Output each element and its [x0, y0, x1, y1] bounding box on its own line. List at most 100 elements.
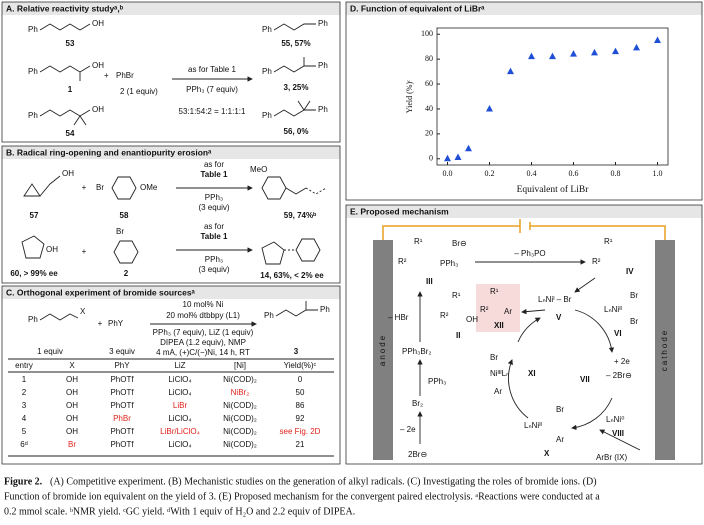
mechanism-label: Br₂: [412, 399, 423, 408]
label: Ph: [264, 311, 274, 320]
table-cell: PhOTf: [110, 427, 134, 436]
table-cell: 86: [296, 401, 305, 410]
y-tick-label: 20: [425, 129, 433, 138]
mechanism-label: XII: [494, 321, 504, 330]
label: 58: [120, 211, 129, 220]
label: OH: [92, 105, 104, 114]
table-cell: PhBr: [113, 414, 131, 423]
table-cell: 50: [296, 388, 305, 397]
structures-b-polygon: [23, 183, 41, 197]
mechanism-label: Ar: [494, 387, 502, 396]
panel-title: A. Relative reactivity studyᵃ,ᵇ: [6, 3, 124, 13]
mechanism-shapes-path: [517, 317, 541, 343]
mechanism-label: 2Br⊖: [408, 450, 427, 459]
panel-title: E. Proposed mechanism: [350, 206, 449, 216]
structures-c-polyline: [275, 309, 318, 317]
structures-b-polygon: [113, 240, 139, 264]
mechanism-label: R²: [440, 311, 449, 320]
table-cell: PhOTf: [110, 401, 134, 410]
table-cell: LiBr/LiClO₄: [160, 427, 200, 436]
caption-label: Figure 2.: [4, 476, 43, 487]
point: [549, 52, 556, 60]
mechanism-label: LₙNiᴵᴵ: [524, 421, 542, 430]
label: as for: [204, 160, 224, 169]
label: Ph: [28, 25, 38, 34]
table-cell: Ni(COD)₂: [223, 427, 257, 436]
structures-a-polyline: [273, 65, 316, 73]
structures-a-polyline: [273, 23, 316, 31]
structures-a-polyline: [273, 109, 316, 117]
mechanism-shapes-polyline: [382, 225, 520, 240]
mechanism-label: anode: [378, 334, 387, 366]
label: 54: [66, 129, 75, 138]
label: 55, 57%: [281, 39, 310, 48]
mechanism-label: IV: [626, 267, 634, 276]
mechanism-shapes-path: [507, 359, 529, 419]
table-cell: Ni(COD)₂: [223, 375, 257, 384]
mechanism-label: Br⊖: [452, 239, 467, 248]
table-cell: OH: [66, 427, 78, 436]
mechanism-label: – 2e: [400, 425, 416, 434]
label: (3 equiv): [198, 265, 229, 274]
mechanism-label: VI: [614, 329, 622, 338]
mechanism-label: V: [556, 313, 562, 322]
mechanism-label: – HBr: [388, 313, 409, 322]
panel-frames-rect: [345, 1, 703, 201]
label: OH: [92, 61, 104, 70]
label: 59, 74%ᵇ: [284, 211, 316, 220]
x-axis-label: Equivalent of LiBr: [517, 184, 590, 195]
structures-c-polyline: [39, 313, 79, 321]
mechanism-label: PPh₃: [428, 377, 446, 386]
panel-title: B. Radical ring-opening and enantiopurit…: [6, 147, 212, 157]
panel-frames-rect: [2, 286, 340, 299]
structures-a-line: [73, 115, 81, 126]
structures-a-polyline: [39, 23, 91, 31]
y-tick-label: 100: [421, 29, 433, 38]
label: 14, 63%, < 2% ee: [260, 271, 324, 280]
point: [570, 50, 577, 57]
structures-b-polyline: [305, 187, 327, 195]
x-tick-label: 0.8: [611, 169, 621, 178]
label: OH: [92, 19, 104, 28]
label: PhBr: [116, 71, 134, 80]
mechanism-label: R²: [480, 305, 489, 314]
x-tick-label: 0.2: [485, 169, 495, 178]
point: [612, 47, 619, 55]
y-tick-label: 40: [425, 104, 433, 113]
mechanism-label: + 2e: [614, 357, 630, 366]
mechanism-label: III: [426, 277, 433, 286]
label: Br: [96, 183, 104, 192]
table-cell: LiClO₄: [168, 414, 191, 423]
label: 20 mol% dtbbpy (L1): [166, 311, 240, 320]
label: OMe: [140, 183, 158, 192]
label: Ph: [262, 25, 272, 34]
label: +: [98, 319, 103, 328]
mechanism-label: cathode: [660, 329, 669, 371]
mechanism-label: PPh₃: [440, 259, 458, 268]
point: [454, 153, 462, 161]
label: 10 mol% Ni: [183, 300, 224, 309]
structures-a-polyline: [39, 109, 91, 117]
table-cell: 1: [22, 375, 27, 384]
label: Ph: [262, 111, 272, 120]
mechanism-label: PPh₃Br₂: [402, 347, 431, 356]
label: PhY: [108, 319, 124, 328]
table-cell: OH: [66, 414, 78, 423]
label: 3 equiv: [109, 347, 135, 356]
y-tick-label: 0: [429, 154, 433, 163]
table-cell: PhOTf: [110, 375, 134, 384]
label: Ph: [318, 19, 328, 28]
panel-frames-rect: [1, 1, 341, 143]
structures-a: [39, 23, 316, 126]
table-cell: Ni(COD)₂: [223, 440, 257, 449]
structures-b-polyline: [39, 175, 61, 197]
structures-c: [8, 301, 334, 457]
mechanism-shapes-line: [599, 429, 641, 451]
label: Table 1: [201, 170, 229, 179]
mechanism-label: OH: [466, 315, 478, 324]
label: Ph: [28, 111, 38, 120]
label: Ph: [318, 61, 328, 70]
mechanism-label: Ar: [504, 307, 512, 316]
mechanism-label: R²: [592, 257, 601, 266]
mechanism-label: XI: [528, 369, 536, 378]
